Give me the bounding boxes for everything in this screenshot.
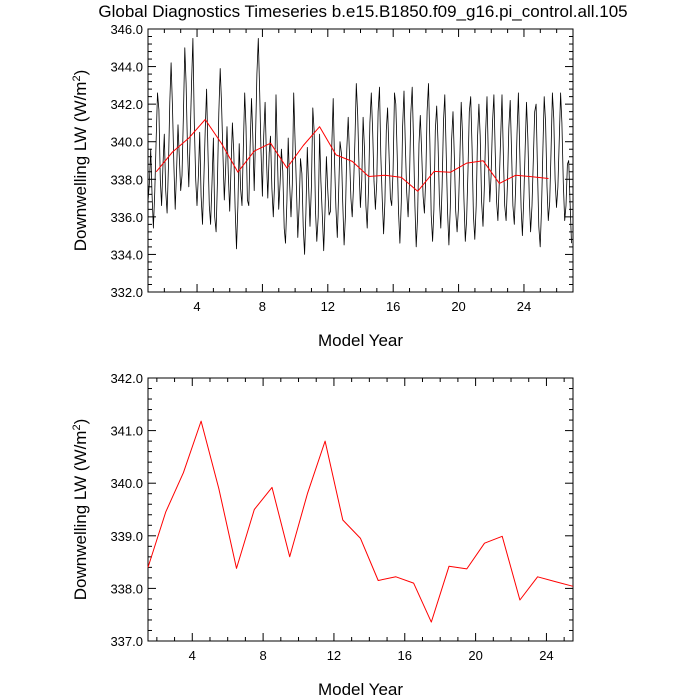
x-axis-label: Model Year <box>318 680 403 699</box>
y-tick-label: 344.0 <box>110 60 143 75</box>
monthly-series-line <box>147 38 572 255</box>
x-tick-label: 20 <box>468 648 482 663</box>
y-axis-label: Downwelling LW (W/m2) <box>71 419 90 601</box>
x-tick-label: 8 <box>259 299 266 314</box>
y-tick-label: 332.0 <box>110 285 143 300</box>
annual-series-line <box>155 119 549 192</box>
y-tick-label: 336.0 <box>110 210 143 225</box>
plot-frame <box>147 28 574 293</box>
bottom-panel: 4 8 12 16 20 24 337.0 338.0 339.0 340.0 341.0 342.0… <box>71 371 574 699</box>
x-tick-label: 8 <box>259 648 266 663</box>
x-tick-label: 4 <box>189 648 196 663</box>
plot-frame <box>147 377 574 642</box>
y-tick-label: 338.0 <box>110 581 143 596</box>
x-tick-label: 12 <box>327 648 341 663</box>
x-tick-label: 16 <box>398 648 412 663</box>
x-tick-label: 4 <box>193 299 200 314</box>
x-tick-label: 16 <box>386 299 400 314</box>
x-axis-label: Model Year <box>318 331 403 350</box>
y-tick-label: 339.0 <box>110 529 143 544</box>
x-tick-label: 12 <box>321 299 335 314</box>
y-tick-label: 334.0 <box>110 247 143 262</box>
y-tick-label: 340.0 <box>110 135 143 150</box>
top-panel: 4 8 12 16 20 24 332.0 334.0 336.0 338.0 340.0 342.0… <box>71 22 574 350</box>
x-tick-label: 24 <box>539 648 553 663</box>
y-tick-label: 340.0 <box>110 476 143 491</box>
y-tick-label: 337.0 <box>110 634 143 649</box>
y-tick-label: 342.0 <box>110 371 143 386</box>
x-tick-label: 20 <box>451 299 465 314</box>
y-tick-label: 338.0 <box>110 172 143 187</box>
y-tick-label: 342.0 <box>110 97 143 112</box>
x-tick-label: 24 <box>517 299 531 314</box>
y-tick-label: 341.0 <box>110 424 143 439</box>
annual-series-line <box>147 420 574 623</box>
y-axis-label: Downwelling LW (W/m2) <box>71 70 90 252</box>
y-tick-label: 346.0 <box>110 22 143 37</box>
chart-title: Global Diagnostics Timeseries b.e15.B185… <box>98 2 627 21</box>
